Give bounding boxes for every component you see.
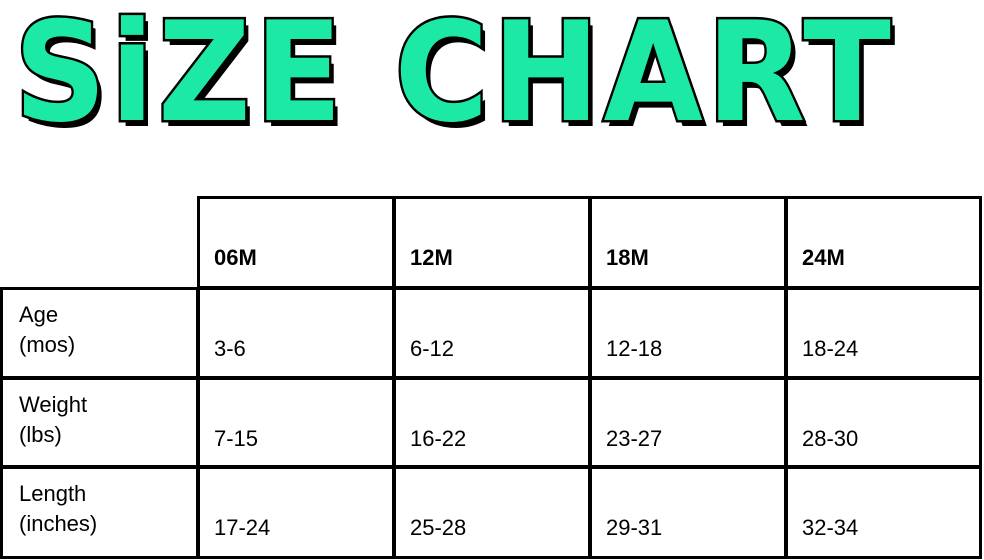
column-header-label: 18M [606,245,649,270]
column-header-label: 24M [802,245,845,270]
row-label-line2: (lbs) [19,422,62,447]
cell-value: 12-18 [606,336,663,361]
table-cell: 7-15 [197,377,395,468]
table-cell: 3-6 [197,287,395,379]
column-header: 18M [589,196,787,289]
table-cell: 18-24 [785,287,982,379]
table-cell: 23-27 [589,377,787,468]
table-cell: 17-24 [197,466,395,559]
cell-value: 29-31 [606,515,663,540]
row-header: Age (mos) [0,287,199,379]
table-cell: 12-18 [589,287,787,379]
row-header: Length (inches) [0,466,199,559]
table-cell: 25-28 [393,466,591,559]
cell-value: 28-30 [802,426,859,451]
row-label-line1: Length [19,481,87,506]
column-header: 12M [393,196,591,289]
cell-value: 7-15 [214,426,259,451]
row-header: Weight (lbs) [0,377,199,468]
table-cell: 28-30 [785,377,982,468]
cell-value: 3-6 [214,336,246,361]
cell-value: 25-28 [410,515,467,540]
corner-cell [0,196,199,289]
cell-value: 23-27 [606,426,663,451]
cell-value: 6-12 [410,336,455,361]
cell-value: 32-34 [802,515,859,540]
cell-value: 16-22 [410,426,467,451]
column-header: 06M [197,196,395,289]
row-label-line1: Weight [19,392,88,417]
table-cell: 29-31 [589,466,787,559]
row-label-line2: (inches) [19,511,98,536]
row-label-line2: (mos) [19,332,76,357]
row-label-line1: Age [19,302,59,327]
table-cell: 6-12 [393,287,591,379]
column-header-label: 06M [214,245,257,270]
column-header: 24M [785,196,982,289]
table-cell: 16-22 [393,377,591,468]
cell-value: 18-24 [802,336,859,361]
table-cell: 32-34 [785,466,982,559]
size-chart-title: SiZE CHART [12,0,895,156]
column-header-label: 12M [410,245,453,270]
cell-value: 17-24 [214,515,271,540]
